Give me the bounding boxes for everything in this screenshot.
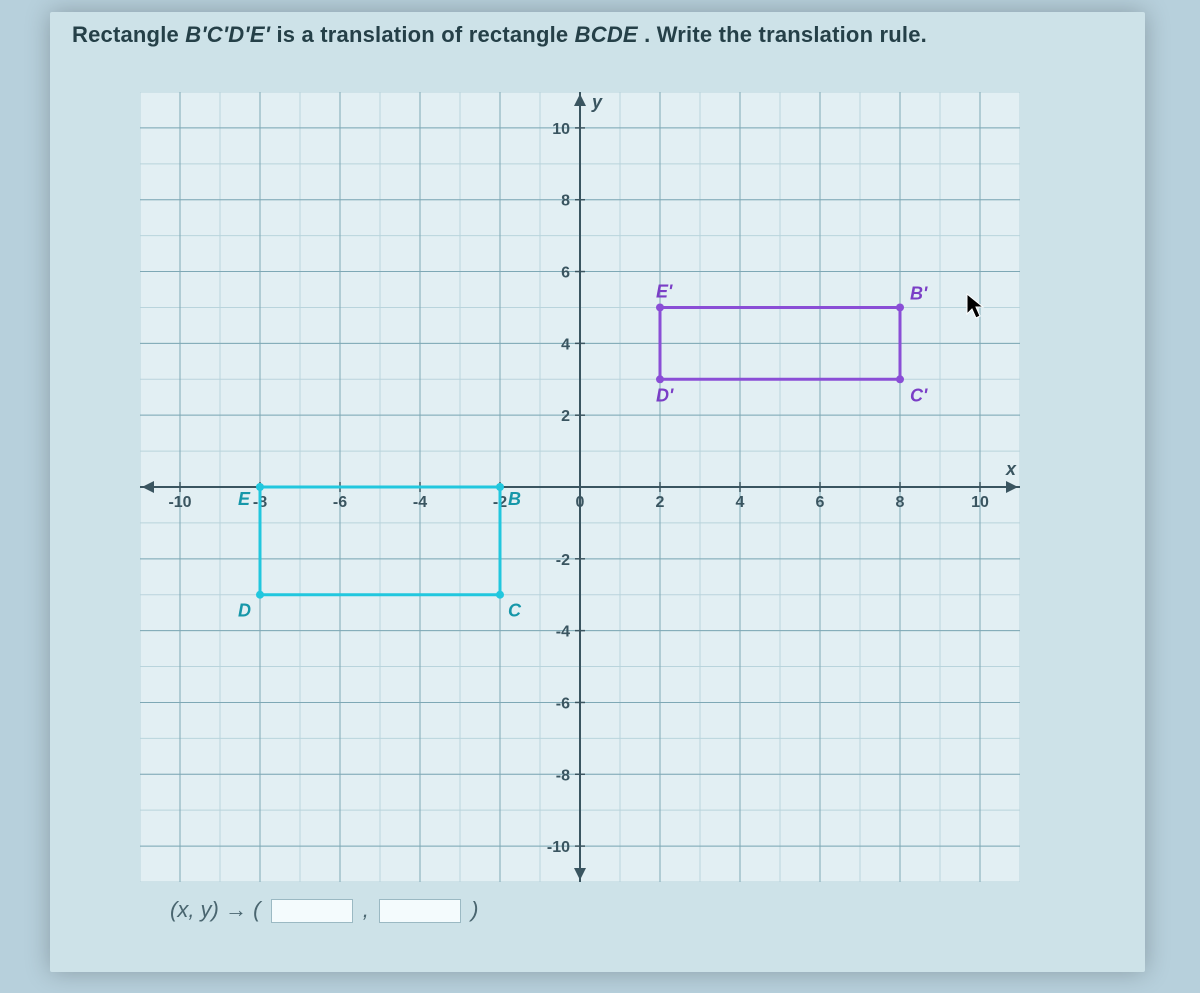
answer-input-x[interactable] xyxy=(271,899,353,923)
svg-text:2: 2 xyxy=(656,494,665,511)
svg-text:E': E' xyxy=(656,281,673,301)
question-pre: Rectangle xyxy=(72,22,185,47)
answer-suffix: ) xyxy=(471,897,478,922)
svg-text:E: E xyxy=(238,489,251,509)
svg-text:-4: -4 xyxy=(556,624,570,641)
page-card: Rectangle B'C'D'E' is a translation of r… xyxy=(50,12,1145,972)
svg-text:-4: -4 xyxy=(413,494,427,511)
answer-input-y[interactable] xyxy=(379,899,461,923)
svg-text:0: 0 xyxy=(576,494,585,511)
svg-text:6: 6 xyxy=(816,494,825,511)
question-mid: is a translation of rectangle xyxy=(276,22,574,47)
svg-text:x: x xyxy=(1005,459,1017,479)
svg-text:10: 10 xyxy=(971,494,989,511)
svg-text:10: 10 xyxy=(552,121,570,138)
svg-text:-10: -10 xyxy=(168,494,191,511)
svg-text:D: D xyxy=(238,601,251,621)
question-shape1: B'C'D'E' xyxy=(185,22,270,47)
svg-text:4: 4 xyxy=(561,336,570,353)
svg-text:4: 4 xyxy=(736,494,745,511)
question-text: Rectangle B'C'D'E' is a translation of r… xyxy=(72,22,927,48)
svg-text:y: y xyxy=(591,92,603,112)
svg-text:-6: -6 xyxy=(333,494,347,511)
svg-text:-10: -10 xyxy=(547,839,570,856)
svg-text:8: 8 xyxy=(561,193,570,210)
svg-text:B': B' xyxy=(910,283,928,303)
svg-text:6: 6 xyxy=(561,265,570,282)
svg-text:-8: -8 xyxy=(556,767,570,784)
question-shape2: BCDE xyxy=(575,22,638,47)
svg-text:-6: -6 xyxy=(556,695,570,712)
svg-text:2: 2 xyxy=(561,408,570,425)
coordinate-graph: -10-8-6-4-20246810-10-8-6-4-2246810xyEBC… xyxy=(140,92,1020,882)
svg-text:C: C xyxy=(508,601,522,621)
svg-text:C': C' xyxy=(910,385,928,405)
svg-text:-2: -2 xyxy=(556,552,570,569)
answer-line: (x, y) → ( , ) xyxy=(170,897,478,923)
svg-text:B: B xyxy=(508,489,521,509)
graph-svg: -10-8-6-4-20246810-10-8-6-4-2246810xyEBC… xyxy=(140,92,1020,882)
svg-text:8: 8 xyxy=(896,494,905,511)
svg-text:D': D' xyxy=(656,385,674,405)
answer-prefix: (x, y) → ( xyxy=(170,897,260,922)
answer-sep: , xyxy=(363,897,369,922)
question-post: . Write the translation rule. xyxy=(644,22,927,47)
